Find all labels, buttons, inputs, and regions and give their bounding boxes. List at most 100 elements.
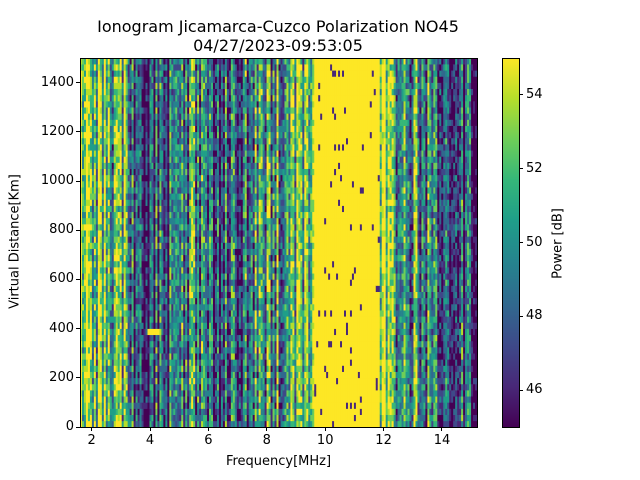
heatmap-cell (209, 174, 212, 182)
heatmap-cell (167, 58, 170, 65)
heatmap-cell (103, 254, 107, 262)
heatmap-cell (175, 217, 178, 225)
heatmap-cell (143, 137, 146, 145)
heatmap-cell (205, 181, 208, 188)
heatmap-cell (135, 58, 138, 65)
heatmap-cell (103, 304, 107, 311)
heatmap-cell (93, 390, 97, 397)
heatmap-cell (147, 217, 150, 225)
heatmap-cell (80, 131, 83, 139)
heatmap-cell (163, 291, 166, 299)
heatmap-cell (153, 408, 156, 415)
heatmap-cell (203, 371, 206, 379)
heatmap-cell (177, 88, 180, 96)
heatmap-cell (133, 94, 136, 102)
heatmap-cell (236, 353, 240, 360)
heatmap-cell (175, 396, 178, 403)
heatmap-cell (81, 402, 85, 409)
heatmap-cell (129, 64, 132, 71)
heatmap-cell (236, 359, 240, 366)
heatmap-cell (91, 125, 95, 133)
heatmap-cell (167, 94, 170, 102)
heatmap-cell (97, 144, 101, 151)
heatmap-cell (189, 420, 192, 427)
heatmap-cell (240, 273, 244, 280)
heatmap-cell (224, 113, 228, 120)
heatmap-cell (220, 58, 224, 65)
heatmap-cell (167, 291, 170, 299)
heatmap-cell (141, 359, 144, 366)
heatmap-cell (113, 205, 117, 213)
heatmap-cell (230, 88, 234, 96)
heatmap-cell (218, 236, 222, 243)
heatmap-cell (113, 113, 117, 120)
heatmap-cell (167, 193, 170, 200)
heatmap-cell (99, 390, 103, 397)
heatmap-cell (115, 125, 119, 133)
heatmap-cell (238, 119, 242, 126)
heatmap-cell (87, 224, 91, 231)
heatmap-cell (230, 64, 234, 71)
heatmap-cell (191, 131, 194, 139)
heatmap-cell (80, 334, 83, 342)
heatmap-cell (240, 168, 244, 176)
heatmap-cell (193, 353, 196, 360)
heatmap-cell (222, 119, 226, 126)
heatmap-cell (133, 70, 136, 77)
heatmap-cell (236, 230, 240, 237)
heatmap-cell (147, 224, 150, 231)
heatmap-cell (111, 162, 115, 169)
heatmap-cell (155, 217, 158, 225)
heatmap-cell (199, 205, 202, 213)
heatmap-cell (111, 377, 115, 385)
heatmap-cell (89, 187, 93, 194)
heatmap-cell (189, 76, 192, 83)
heatmap-cell (139, 168, 142, 176)
heatmap-cell (214, 64, 218, 71)
heatmap-cell (127, 119, 130, 126)
heatmap-cell (159, 340, 162, 348)
heatmap-cell (103, 156, 107, 163)
heatmap-cell (139, 181, 142, 188)
heatmap-cell (173, 156, 176, 163)
heatmap-cell (167, 347, 170, 354)
heatmap-cell (111, 322, 115, 329)
heatmap-cell (197, 101, 200, 108)
heatmap-cell (147, 322, 150, 329)
heatmap-cell (232, 187, 236, 194)
heatmap-cell (125, 353, 128, 360)
heatmap-cell (127, 205, 130, 213)
heatmap-cell (123, 113, 126, 120)
heatmap-cell (169, 101, 172, 108)
heatmap-cell (80, 156, 83, 163)
heatmap-cell (145, 267, 148, 274)
heatmap-cell (169, 58, 172, 65)
heatmap-cell (149, 359, 152, 366)
heatmap-cell (123, 181, 126, 188)
heatmap-cell (121, 408, 124, 415)
heatmap-cell (232, 156, 236, 163)
heatmap-cell (89, 371, 93, 379)
heatmap-cell (141, 291, 144, 299)
heatmap-cell (218, 316, 222, 323)
heatmap-cell (161, 279, 164, 286)
heatmap-cell (209, 267, 212, 274)
heatmap-cell (191, 211, 194, 219)
heatmap-cell (203, 316, 206, 323)
heatmap-cell (213, 285, 216, 292)
heatmap-cell (234, 254, 238, 262)
heatmap-cell (199, 236, 202, 243)
heatmap-cell (155, 211, 158, 219)
heatmap-cell (145, 279, 148, 286)
heatmap-cell (91, 217, 95, 225)
heatmap-cell (236, 137, 240, 145)
heatmap-cell (199, 353, 202, 360)
heatmap-cell (213, 242, 216, 249)
heatmap-cell (97, 137, 101, 145)
heatmap-cell (179, 236, 182, 243)
heatmap-cell (117, 310, 121, 317)
heatmap-cell (101, 174, 105, 182)
heatmap-cell (161, 82, 164, 90)
heatmap-cell (87, 267, 91, 274)
heatmap-cell (240, 353, 244, 360)
